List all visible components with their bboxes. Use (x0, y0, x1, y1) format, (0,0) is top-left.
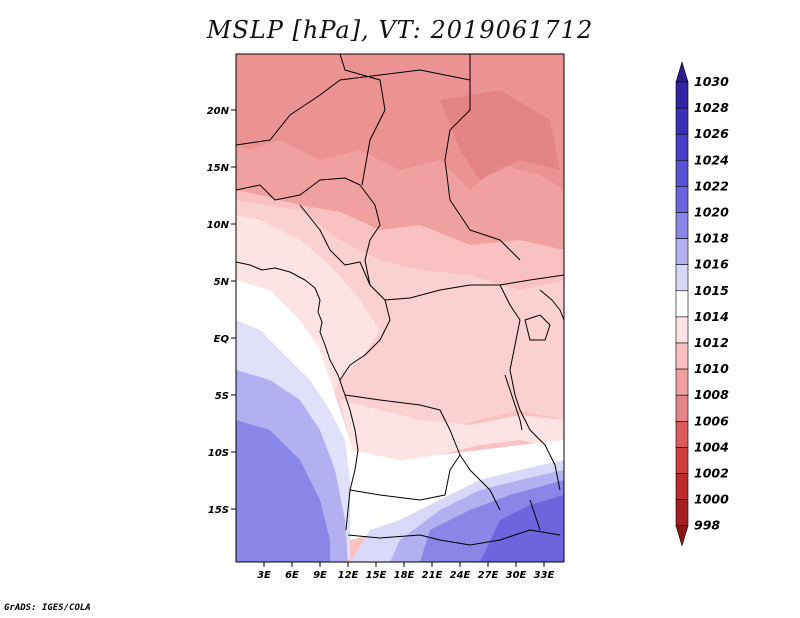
field-band-1020 (236, 420, 330, 562)
colorbar-bottom-arrow (675, 525, 689, 547)
colorbar-level-label: 998 (694, 518, 720, 533)
lon-tick-label: 21E (422, 570, 443, 581)
colorbar-top-arrow (675, 60, 689, 83)
border-5 (299, 204, 371, 286)
colorbar-level-label: 1014 (694, 309, 729, 324)
border-10 (499, 284, 561, 491)
colorbar-segment (675, 186, 689, 213)
colorbar-level-label: 1010 (694, 361, 729, 376)
lat-tick-label: 5N (214, 277, 230, 288)
lat-tick-label: 5S (215, 391, 229, 402)
west-africa-coast (236, 261, 359, 531)
lon-axis: 3E 6E 9E 12E 15E 18E 21E 24E 27E 30E 33E (257, 562, 555, 581)
lon-tick-label: 24E (450, 570, 471, 581)
colorbar-level-label: 1004 (694, 439, 729, 454)
colorbar-level-label: 1008 (694, 387, 729, 402)
colorbar-segment (675, 133, 689, 161)
colorbar-segment (675, 107, 689, 135)
lake-victoria (524, 314, 551, 341)
colorbar-level-label: 1016 (694, 257, 729, 272)
colorbar-segment (675, 368, 689, 396)
colorbar-level-label: 1028 (694, 100, 729, 115)
field-band-1006b (440, 90, 560, 180)
lake-malawi (529, 499, 541, 531)
colorbar-level-label: 1000 (694, 492, 729, 507)
lat-tick-label: 15S (208, 505, 229, 516)
colorbar-level-label: 1020 (694, 205, 729, 220)
pressure-field (236, 54, 564, 562)
coastlines-borders (236, 54, 564, 546)
border-8 (349, 454, 461, 501)
lon-tick-label: 3E (257, 570, 271, 581)
border-4 (236, 69, 471, 146)
colorbar-level-label: 1012 (694, 335, 729, 350)
lat-tick-label: EQ (214, 334, 230, 345)
colorbar-segment (675, 473, 689, 500)
lat-tick-label: 20N (207, 106, 230, 117)
field-white-south (350, 440, 564, 540)
border-9 (347, 529, 561, 546)
lat-tick-label: 10N (207, 220, 230, 231)
colorbar-segment (675, 81, 689, 109)
lake-tanganyika (504, 374, 523, 431)
field-band-1022 (480, 495, 564, 562)
border-1 (236, 177, 564, 301)
colorbar-segment (675, 342, 689, 370)
colorbar-level-label: 1018 (694, 231, 729, 246)
lon-tick-label: 15E (366, 570, 387, 581)
map-frame (235, 53, 565, 563)
lon-tick-label: 27E (478, 570, 499, 581)
colorbar-segment (675, 394, 689, 422)
lon-tick-label: 6E (285, 570, 299, 581)
colorbar-level-label: 1002 (694, 466, 729, 481)
colorbar-segment (675, 420, 689, 448)
border-6 (339, 299, 391, 381)
lon-tick-label: 30E (506, 570, 527, 581)
colorbar-level-label: 1022 (694, 178, 729, 193)
lon-tick-label: 9E (313, 570, 327, 581)
credit-text: GrADS: IGES/COLA (4, 603, 91, 613)
border-2 (339, 54, 386, 186)
colorbar-level-label: 1006 (694, 413, 729, 428)
border-7 (344, 394, 501, 511)
colorbar-level-label: 1024 (694, 152, 729, 167)
east-border (539, 289, 564, 321)
colorbar-segment (675, 499, 689, 527)
chart-title: MSLP [hPa], VT: 2019061712 (206, 16, 594, 44)
colorbar-segment (675, 316, 689, 344)
field-band-1014-west (236, 215, 380, 400)
lat-axis: 20N 15N 10N 5N EQ 5S 10S 15S (207, 106, 236, 516)
colorbar-segment (675, 160, 689, 187)
colorbar-level-label: 1030 (694, 74, 729, 89)
colorbar-segment (675, 212, 689, 239)
colorbar-segment (675, 290, 689, 318)
lon-tick-label: 12E (338, 570, 359, 581)
lon-tick-label: 18E (394, 570, 415, 581)
lat-tick-label: 10S (208, 448, 229, 459)
colorbar-segment (675, 238, 689, 266)
colorbar-level-label: 1026 (694, 126, 729, 141)
border-3 (444, 54, 521, 261)
colorbar-segment (675, 447, 689, 474)
lon-tick-label: 33E (534, 570, 555, 581)
colorbar-segment (675, 264, 689, 292)
colorbar: 1030 1028 1026 1024 1022 1020 1018 1016 1015 1014… (675, 60, 729, 547)
colorbar-level-label: 1015 (694, 283, 729, 298)
lat-tick-label: 15N (207, 163, 230, 174)
